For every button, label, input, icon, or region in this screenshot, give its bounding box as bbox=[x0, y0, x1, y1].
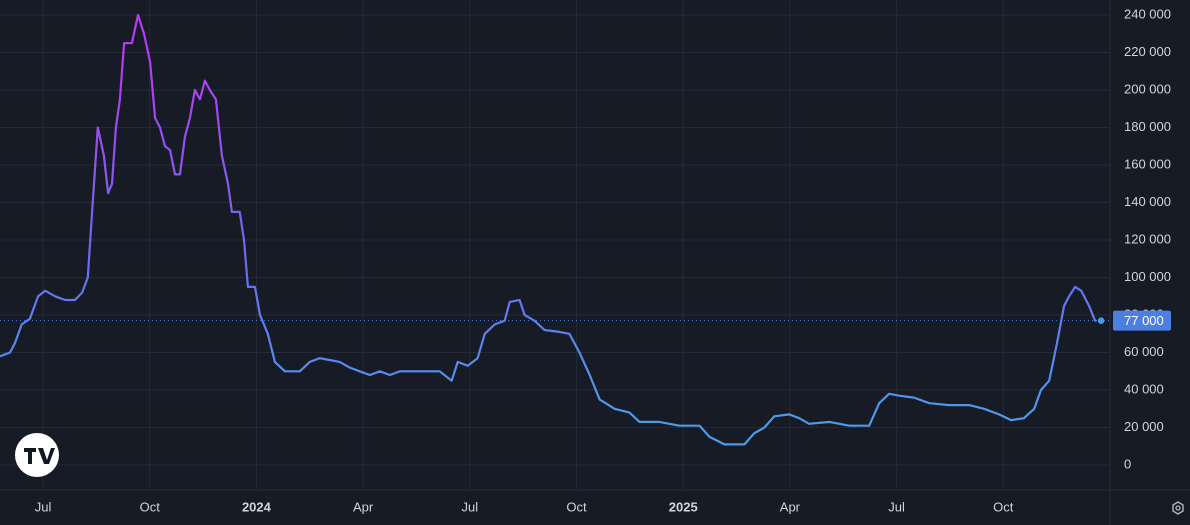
x-tick-label: 2024 bbox=[242, 499, 272, 514]
x-tick-label: Jul bbox=[462, 499, 479, 514]
y-tick-label: 200 000 bbox=[1124, 81, 1171, 96]
y-tick-label: 160 000 bbox=[1124, 156, 1171, 171]
y-tick-label: 120 000 bbox=[1124, 231, 1171, 246]
y-tick-label: 240 000 bbox=[1124, 6, 1171, 21]
x-tick-label: 2025 bbox=[669, 499, 698, 514]
x-tick-label: Apr bbox=[353, 499, 374, 514]
y-tick-label: 0 bbox=[1124, 456, 1131, 471]
price-label: 77 000 bbox=[1124, 313, 1164, 328]
y-tick-label: 20 000 bbox=[1124, 419, 1164, 434]
last-point bbox=[1096, 315, 1106, 326]
x-tick-label: Jul bbox=[888, 499, 905, 514]
x-tick-label: Oct bbox=[993, 499, 1014, 514]
y-tick-label: 100 000 bbox=[1124, 269, 1171, 284]
x-tick-label: Oct bbox=[566, 499, 587, 514]
y-tick-label: 180 000 bbox=[1124, 119, 1171, 134]
logo bbox=[15, 433, 59, 477]
series-line bbox=[0, 13, 1102, 446]
x-tick-label: Apr bbox=[780, 499, 801, 514]
x-tick-label: Oct bbox=[140, 499, 161, 514]
y-tick-label: 220 000 bbox=[1124, 44, 1171, 59]
y-tick-label: 140 000 bbox=[1124, 194, 1171, 209]
y-tick-label: 60 000 bbox=[1124, 344, 1164, 359]
y-tick-label: 40 000 bbox=[1124, 381, 1164, 396]
grid bbox=[0, 0, 1110, 490]
settings-icon[interactable] bbox=[1172, 501, 1184, 515]
price-label-box bbox=[1113, 310, 1171, 331]
x-tick-label: Jul bbox=[35, 499, 52, 514]
plot bbox=[0, 13, 1110, 446]
